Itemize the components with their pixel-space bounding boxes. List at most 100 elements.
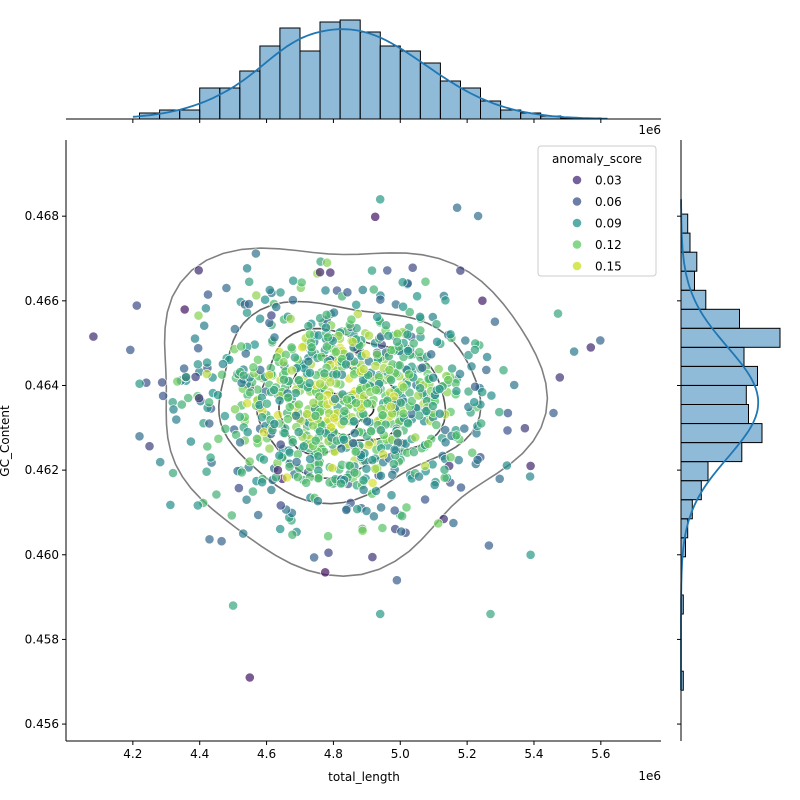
x-marginal-histogram (132, 19, 608, 120)
scatter-point (275, 524, 286, 534)
x-axis-label: total_length (328, 770, 400, 784)
scatter-point (335, 478, 346, 489)
scatter-point (245, 387, 255, 398)
scatter-point (260, 294, 270, 305)
scatter-point (357, 525, 368, 536)
scatter-point (243, 299, 254, 309)
scatter-point (302, 409, 312, 419)
scatter-point (381, 320, 391, 331)
scatter-point (264, 370, 275, 380)
scatter-point (241, 494, 252, 505)
scatter-point (327, 463, 338, 473)
legend-marker (572, 175, 582, 185)
y-hist-bar (680, 327, 781, 348)
scatter-point (289, 352, 300, 363)
scatter-point (440, 437, 451, 448)
scatter-point (509, 380, 520, 390)
scatter-point (351, 398, 361, 408)
scatter-point (226, 510, 237, 521)
scatter-point (336, 443, 347, 454)
scatter-point (371, 385, 381, 395)
scatter-point (352, 504, 363, 514)
scatter-point (431, 319, 442, 330)
scatter-point (204, 397, 214, 408)
scatter-point (404, 369, 414, 380)
scatter-point (269, 418, 280, 429)
x-hist-bar (199, 87, 221, 120)
scatter-point (284, 402, 295, 412)
scatter-point (304, 367, 315, 378)
scatter-point (314, 426, 325, 437)
scatter-point (234, 411, 245, 422)
scatter-point (434, 383, 445, 394)
scatter-point (258, 454, 269, 465)
scatter-point (193, 265, 204, 276)
y-tick-label: 0.460 (25, 548, 59, 562)
scatter-point (585, 342, 596, 353)
scatter-point (286, 342, 297, 353)
scatter-point (248, 362, 259, 373)
scatter-point (439, 464, 450, 475)
scatter-point (367, 477, 378, 488)
scatter-point (342, 287, 353, 298)
scatter-point (285, 313, 296, 324)
scatter-point (382, 265, 393, 276)
scatter-point (309, 552, 319, 563)
scatter-point (375, 609, 386, 619)
scatter-point (417, 362, 428, 373)
scatter-point (463, 386, 474, 397)
scatter-point (303, 356, 314, 367)
scatter-point (455, 368, 465, 379)
scatter-point (179, 304, 190, 315)
scatter-point (364, 330, 374, 341)
scatter-point (284, 461, 295, 472)
scatter-point (376, 502, 386, 513)
scatter-point (158, 390, 168, 401)
scatter-point (595, 335, 606, 346)
scatter-point (297, 342, 308, 353)
scatter-point (367, 265, 377, 276)
scatter-point (202, 441, 213, 452)
scatter-point (330, 393, 340, 404)
scatter-point (269, 385, 279, 395)
scatter-point (346, 314, 357, 325)
scatter-point (387, 469, 398, 480)
scatter-point (502, 425, 513, 436)
scatter-point (408, 338, 419, 349)
scatter-point (287, 437, 298, 448)
scatter-point (155, 457, 166, 467)
scatter-point (349, 428, 360, 438)
scatter-point (205, 452, 216, 463)
scatter-point (269, 332, 280, 343)
scatter-point (192, 359, 203, 370)
scatter-point (339, 406, 350, 416)
scatter-point (244, 456, 255, 467)
y-hist-bar (680, 404, 749, 424)
scatter-point (310, 435, 321, 446)
scatter-point (319, 368, 330, 379)
scatter-point (452, 202, 462, 213)
legend-entries: 0.03 0.06 0.09 0.12 0.15 (572, 174, 622, 274)
scatter-point (244, 276, 255, 287)
legend-label: 0.12 (595, 238, 622, 252)
scatter-point (467, 447, 478, 458)
scatter-point (252, 433, 262, 444)
legend-box (537, 145, 657, 277)
scatter-point (315, 378, 325, 389)
scatter-point (211, 489, 222, 500)
scatter-point (476, 418, 487, 429)
scatter-point (477, 295, 488, 306)
x-axis-ticks: 4.2 4.4 4.6 4.8 5.0 5.2 5.4 5.6 (123, 119, 610, 761)
scatter-point (266, 310, 277, 321)
scatter-point (485, 609, 496, 619)
scatter-point (367, 455, 378, 465)
scatter-point (264, 443, 275, 454)
scatter-point (172, 376, 183, 387)
scatter-point (88, 331, 99, 342)
scatter-point (414, 347, 425, 357)
x-hist-bar (299, 50, 321, 120)
scatter-point (199, 320, 210, 331)
scatter-point (322, 332, 333, 343)
legend-marker (572, 239, 582, 250)
scatter-point (406, 395, 417, 406)
